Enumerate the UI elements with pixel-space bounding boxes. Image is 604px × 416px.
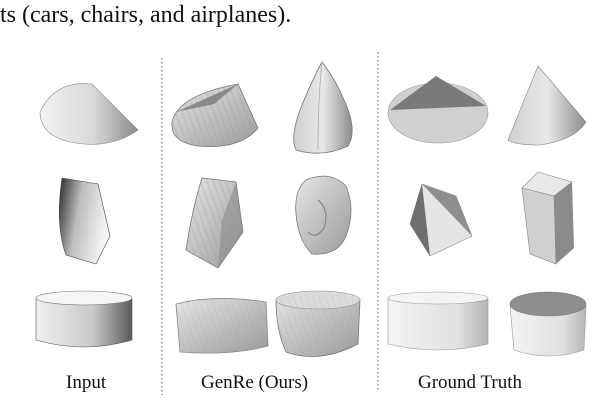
input-cone (39, 83, 139, 145)
gt-tall-cone (507, 65, 587, 146)
gt-box (409, 183, 473, 257)
genre-blob (295, 175, 352, 255)
genre-cylinder (175, 298, 269, 354)
input-cylinder (35, 290, 133, 348)
genre-box (185, 177, 244, 269)
caption-text-fragment: ts (cars, chairs, and airplanes). (0, 2, 292, 28)
input-box (59, 177, 111, 265)
genre-spike (293, 61, 353, 154)
gt-prism (521, 171, 574, 265)
column-label-ground-truth: Ground Truth (418, 372, 522, 393)
gt-cone (387, 76, 489, 144)
column-label-input: Input (66, 372, 107, 393)
genre-lump (275, 290, 361, 357)
genre-cone (171, 83, 259, 147)
gt-oval-cylinder (509, 291, 587, 357)
column-label-genre: GenRe (Ours) (201, 372, 309, 393)
gt-cylinder (387, 291, 489, 351)
